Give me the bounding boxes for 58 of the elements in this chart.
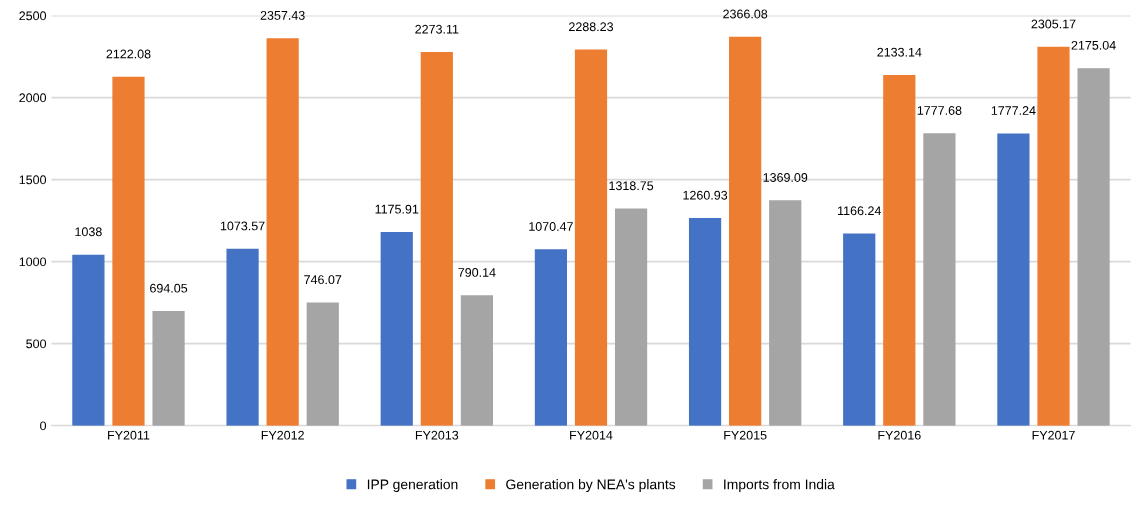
x-tick-label: FY2012 <box>261 430 304 440</box>
bar <box>923 133 956 426</box>
bar <box>688 218 722 426</box>
y-tick-label: 2000 <box>19 93 47 103</box>
y-tick-label: 500 <box>26 339 47 349</box>
bar <box>997 133 1030 426</box>
bar <box>534 249 568 426</box>
data-label: 2175.04 <box>1071 40 1116 50</box>
y-tick-label: 0 <box>40 421 47 431</box>
data-label: 1777.68 <box>917 106 962 115</box>
legend-label: IPP generation <box>367 479 458 493</box>
data-label: 2122.08 <box>106 49 151 59</box>
y-tick-label: 1500 <box>19 175 47 185</box>
bar <box>614 208 648 426</box>
data-label: 1777.24 <box>991 106 1036 115</box>
bar <box>306 302 339 426</box>
x-tick-label: FY2013 <box>415 430 459 440</box>
data-label: 746.07 <box>304 275 342 285</box>
bar <box>266 38 299 426</box>
data-label: 1073.57 <box>220 221 265 231</box>
x-tick-label: FY2016 <box>878 430 921 440</box>
bar <box>1037 46 1070 426</box>
data-label: 1369.09 <box>763 173 808 182</box>
bar <box>112 76 145 426</box>
data-label: 1175.91 <box>375 204 419 214</box>
x-tick-label: FY2014 <box>570 430 613 440</box>
bar <box>769 200 802 426</box>
data-label: 1070.47 <box>529 222 573 231</box>
data-label: 2357.43 <box>260 10 305 20</box>
bar <box>152 311 185 426</box>
bar <box>729 36 762 426</box>
x-tick-label: FY2011 <box>108 430 150 440</box>
legend-label: Generation by NEA's plants <box>506 479 676 493</box>
data-label: 1318.75 <box>609 181 654 191</box>
x-tick-label: FY2015 <box>724 430 767 440</box>
bar <box>460 295 494 426</box>
bar <box>420 52 453 426</box>
x-tick-label: FY2017 <box>1032 430 1075 440</box>
data-label: 2305.17 <box>1031 19 1076 29</box>
data-label: 2133.14 <box>877 47 922 57</box>
data-label: 694.05 <box>150 283 188 293</box>
data-label: 1260.93 <box>683 190 728 200</box>
bar <box>226 248 259 426</box>
bar <box>843 233 876 426</box>
data-label: 2288.23 <box>569 22 614 32</box>
data-label: 2366.08 <box>723 9 768 19</box>
bar <box>380 232 413 426</box>
y-tick-label: 1000 <box>19 257 47 267</box>
bar <box>883 75 916 426</box>
y-tick-label: 2500 <box>19 11 47 21</box>
bar <box>574 49 608 426</box>
bar <box>72 254 105 426</box>
data-label: 1166.24 <box>838 206 882 216</box>
legend-label: Imports from India <box>724 479 835 493</box>
bar <box>1077 68 1110 426</box>
data-label: 790.14 <box>458 268 496 277</box>
data-label: 1038 <box>75 227 102 237</box>
data-label: 2273.11 <box>415 24 459 34</box>
